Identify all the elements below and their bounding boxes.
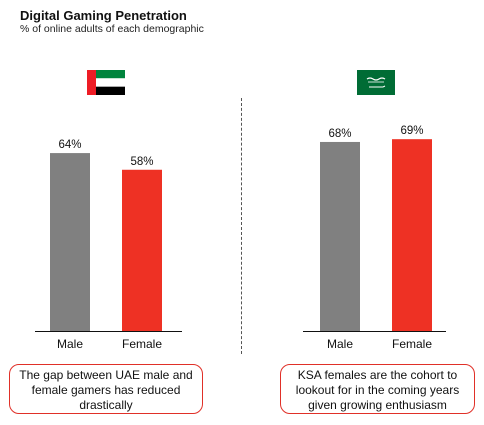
uae-note: The gap between UAE male and female game… [9, 364, 203, 414]
chart-title: Digital Gaming Penetration [20, 8, 187, 23]
group-divider [241, 98, 242, 354]
ksa-bar-female [392, 139, 432, 331]
ksa-note: KSA females are the cohort to lookout fo… [280, 364, 475, 414]
uae-bar-female [122, 169, 162, 331]
uae-value-label-female: 58% [130, 156, 153, 168]
ksa-value-label-female: 69% [400, 125, 423, 137]
ksa-flag-icon [357, 70, 395, 95]
ksa-category-label-female: Female [392, 337, 432, 351]
chart-subtitle: % of online adults of each demographic [20, 23, 204, 35]
ksa-category-label-male: Male [327, 337, 353, 351]
uae-category-label-female: Female [122, 337, 162, 351]
ksa-value-label-male: 68% [328, 128, 351, 140]
uae-flag-icon [87, 70, 125, 95]
ksa-bar-male [320, 141, 360, 331]
uae-value-label-male: 64% [58, 139, 81, 151]
uae-bar-male [50, 153, 90, 331]
uae-category-label-male: Male [57, 337, 83, 351]
bar-chart: 64% Male 58% Female 68% Male 69% Female [35, 125, 446, 351]
